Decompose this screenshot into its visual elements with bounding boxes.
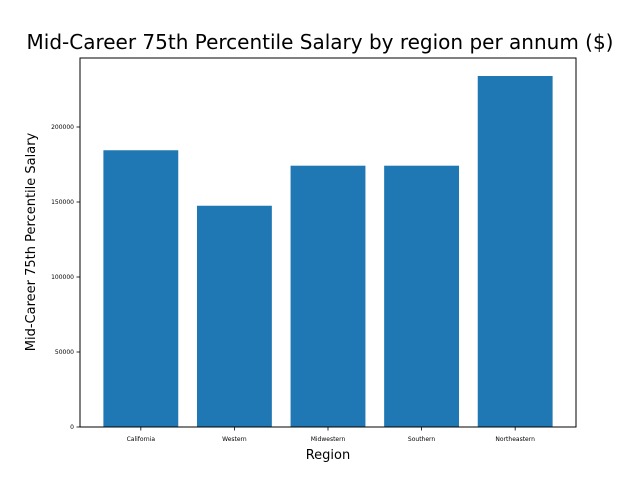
y-tick-label: 100000: [51, 274, 74, 281]
x-tick-label: Northeastern: [495, 436, 535, 443]
bar-western: [196, 205, 272, 427]
bar-california: [103, 150, 179, 427]
y-tick-label: 150000: [51, 199, 74, 206]
y-tick-label: 50000: [55, 349, 74, 356]
y-axis-label: Mid-Career 75th Percentile Salary: [24, 132, 39, 351]
bar-northeastern: [477, 76, 553, 427]
bar-midwestern: [290, 165, 366, 427]
x-tick-label: Western: [222, 436, 247, 443]
y-tick-label: 0: [70, 424, 74, 431]
y-tick-label: 200000: [51, 124, 74, 131]
x-axis-label: Region: [306, 448, 351, 463]
chart-title: Mid-Career 75th Percentile Salary by reg…: [27, 30, 614, 54]
x-tick-label: California: [127, 436, 156, 443]
plot-frame: [79, 57, 577, 428]
bar-southern: [384, 165, 460, 427]
x-tick-label: Midwestern: [311, 436, 346, 443]
x-tick-label: Southern: [408, 436, 435, 443]
plot-area: 0 50000 100000 150000 200000 California Wester…: [51, 76, 553, 443]
